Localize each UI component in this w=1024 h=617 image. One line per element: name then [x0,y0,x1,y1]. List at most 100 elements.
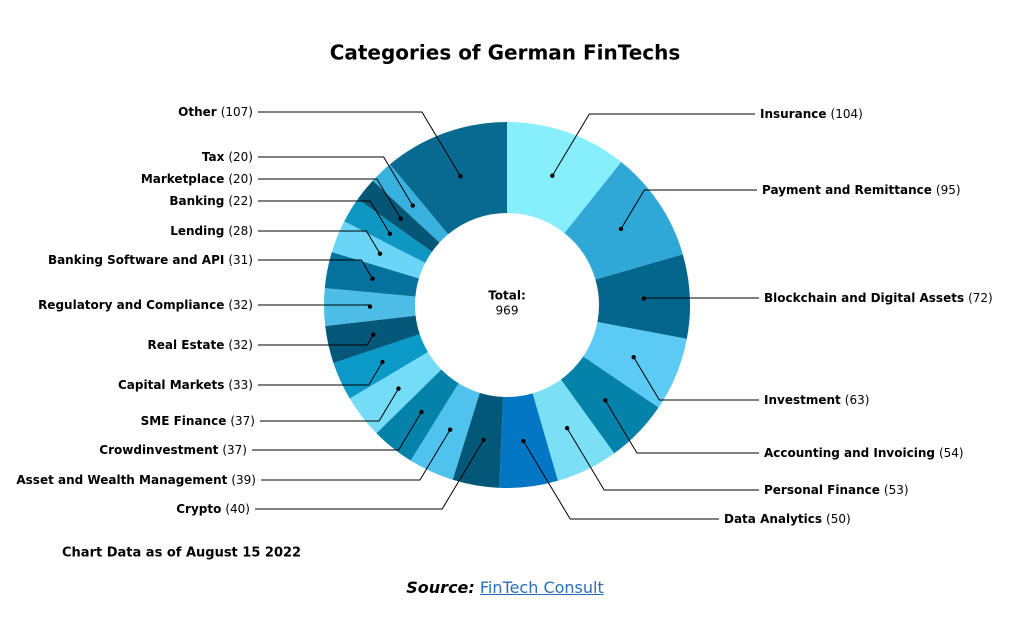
source: Source: FinTech Consult [0,578,1010,597]
slice-value: (31) [228,253,253,267]
slice-label: Personal Finance (53) [764,483,909,497]
slice-value: (40) [225,502,250,516]
note: Chart Data as of August 15 2022 [62,546,301,561]
slice-value: (104) [831,107,863,121]
slice-label: SME Finance (37) [141,414,255,428]
leader-line [258,230,381,254]
slice-value: (28) [228,224,253,238]
slice-label: Banking Software and API (31) [48,253,253,267]
leader-line [260,388,399,422]
leader-dot [380,359,385,365]
slice-value: (53) [884,483,909,497]
slice-value: (32) [228,338,253,352]
slice-name: Regulatory and Compliance [38,298,224,312]
leader-dot [603,398,608,403]
slice-name: Banking [169,194,224,208]
leader-dot [447,427,453,432]
slice-name: Crowdinvestment [99,443,218,457]
slice-value: (39) [231,473,256,487]
leader-dot [377,251,383,256]
center-total: 969 [496,304,519,318]
leader-dot [419,409,424,415]
donut-slice [376,369,459,461]
slice-name: Capital Markets [118,378,224,392]
leader-line [620,189,757,230]
slice-label: Other (107) [178,105,253,119]
leader-line [255,439,485,510]
leader-dot [631,354,636,360]
slice-label: Payment and Remittance (95) [762,183,961,197]
slice-label: Accounting and Invoicing (54) [764,446,964,460]
leader-dot [367,304,373,309]
leader-line [566,427,759,491]
slice-value: (63) [845,393,870,407]
slice-name: SME Finance [141,414,227,428]
slice-name: Tax [202,150,225,164]
slice-name: Payment and Remittance [762,183,932,197]
leader-dot [371,332,376,337]
leader-dot [387,231,393,237]
slice-label: Crowdinvestment (37) [99,443,247,457]
leader-dot [618,226,624,232]
leader-line [252,411,422,451]
leader-dot [370,276,375,281]
leader-line [258,259,373,279]
slice-value: (95) [936,183,961,197]
slice-name: Insurance [760,107,827,121]
slice-value: (37) [230,414,255,428]
leader-line [522,440,719,520]
slice-name: Accounting and Invoicing [764,446,935,460]
donut-slice [324,252,419,297]
slice-name: Lending [170,224,224,238]
leader-dot [410,203,415,208]
slice-name: Other [178,105,217,119]
slice-name: Blockchain and Digital Assets [764,291,964,305]
slice-label: Regulatory and Compliance (32) [38,298,253,312]
donut-slice [331,221,426,279]
donut-slice [595,254,690,339]
slice-value: (54) [939,446,964,460]
slice-label: Marketplace (20) [141,172,253,186]
slice-name: Marketplace [141,172,225,186]
donut-slice [325,315,420,364]
slice-label: Crypto (40) [176,502,250,516]
slice-name: Investment [764,393,841,407]
leader-line [258,334,374,346]
donut-slice [499,393,558,488]
slice-label: Insurance (104) [760,107,863,121]
slice-value: (33) [228,378,253,392]
chart-title: Categories of German FinTechs [330,41,681,65]
leader-dot [396,386,401,391]
slice-value: (107) [221,105,253,119]
source-label: Source: [406,578,475,597]
leader-line [643,297,759,299]
leader-line [258,200,391,235]
slice-value: (37) [222,443,247,457]
donut-slice [583,322,687,408]
slice-value: (50) [826,512,851,526]
slice-name: Asset and Wealth Management [16,473,227,487]
donut-slice [333,334,428,399]
donut-slice [532,379,615,481]
leader-line [261,429,451,481]
slice-label: Blockchain and Digital Assets (72) [764,291,993,305]
slice-label: Tax (20) [202,150,253,164]
leader-line [258,361,383,386]
slice-label: Investment (63) [764,393,869,407]
donut-slice [372,164,449,243]
leader-line [604,400,759,454]
source-link[interactable]: FinTech Consult [479,578,604,597]
leader-dot [458,173,463,179]
slice-value: (32) [228,298,253,312]
leader-line [258,156,414,206]
donut-slice [507,122,622,234]
slice-name: Crypto [176,502,221,516]
leader-dot [641,296,647,301]
leader-line [258,111,461,177]
slice-name: Real Estate [148,338,225,352]
slice-label: Asset and Wealth Management (39) [16,473,256,487]
slice-name: Personal Finance [764,483,880,497]
leader-line [258,178,402,219]
